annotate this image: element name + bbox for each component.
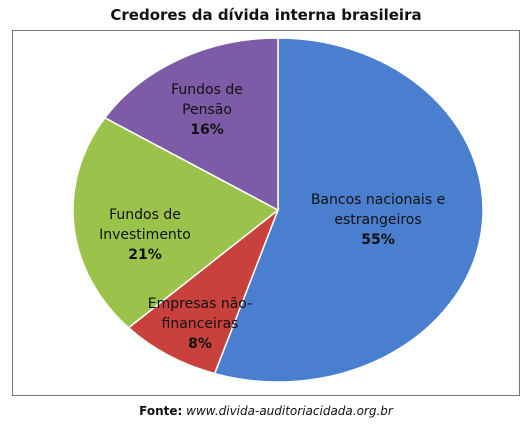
footer: Fonte: www.divida-auditoriacidada.org.br	[0, 404, 532, 418]
value-label: 8%	[188, 336, 212, 352]
chart-title: Credores da dívida interna brasileira	[110, 6, 422, 24]
source: www.divida-auditoriacidada.org.br	[186, 404, 393, 418]
value-label: 55%	[361, 232, 395, 248]
slice-label: Fundos de Investimento 21%	[80, 205, 210, 265]
slice-label: Fundos de Pensão 16%	[152, 80, 262, 140]
category-label: Fundos de Investimento	[99, 207, 191, 243]
pie-slice	[72, 116, 280, 329]
category-label: Fundos de Pensão	[171, 82, 243, 118]
pie-slice	[127, 207, 280, 375]
slice-label: Empresas não-financeiras 8%	[125, 294, 275, 354]
pie-slice	[213, 37, 484, 383]
slice-label: Bancos nacionais e estrangeiros 55%	[288, 190, 468, 250]
pie-slice	[103, 37, 279, 212]
category-label: Bancos nacionais e estrangeiros	[310, 192, 446, 228]
value-label: 21%	[128, 247, 162, 263]
category-label: Empresas não-financeiras	[147, 296, 253, 332]
chart-frame	[12, 30, 520, 396]
value-label: 16%	[190, 122, 224, 138]
source-label: Fonte:	[139, 404, 183, 418]
